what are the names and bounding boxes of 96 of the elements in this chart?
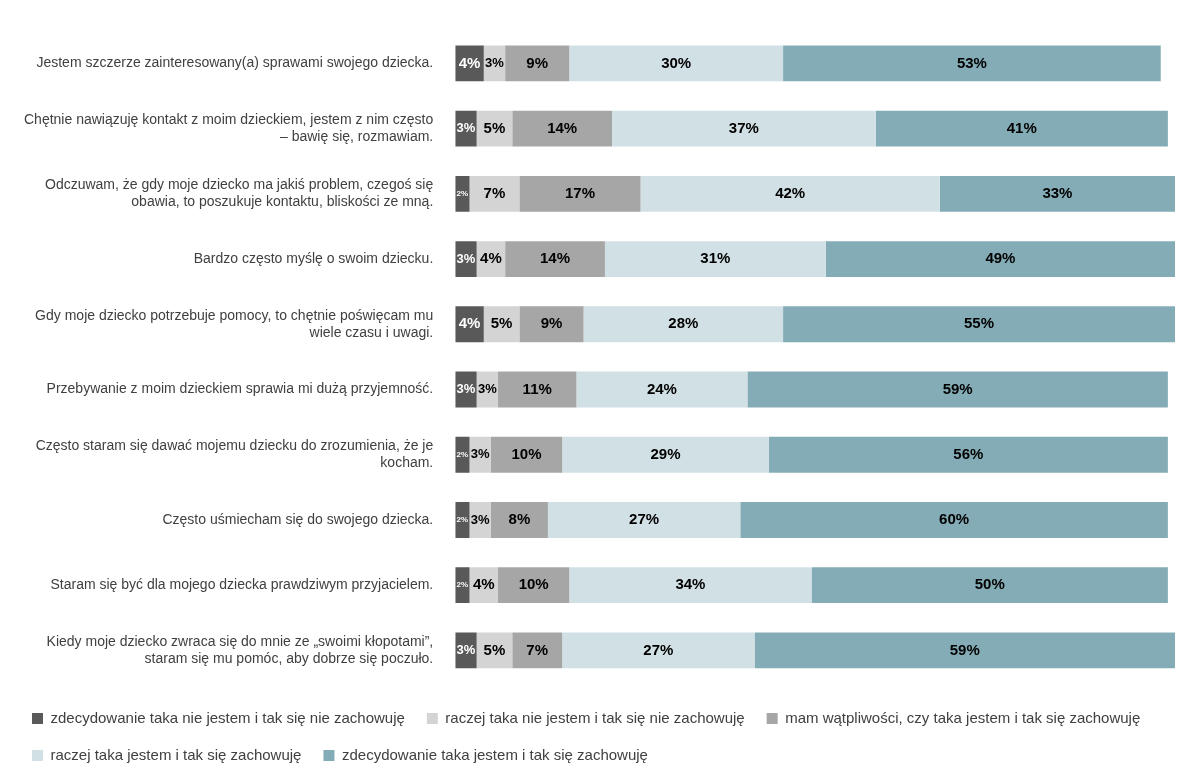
- data-label: 27%: [629, 510, 660, 528]
- bar: [512, 632, 563, 669]
- data-label: 17%: [564, 183, 595, 201]
- bar: [505, 45, 570, 82]
- y-tick-label: Jestem szczerze zainteresowany(a) sprawami swojego dziecka.: [36, 54, 434, 71]
- data-label: 3%: [456, 641, 476, 657]
- data-label: 5%: [483, 640, 506, 658]
- legend-label: zdecydowanie taka jestem i tak się zachowuję: [341, 745, 648, 763]
- data-label: 7%: [483, 183, 506, 201]
- data-label: 10%: [511, 444, 542, 462]
- bar: [490, 502, 548, 538]
- bar: [747, 371, 1168, 408]
- data-label: 50%: [974, 575, 1005, 593]
- bar: [569, 567, 812, 604]
- bar: [490, 436, 563, 473]
- bar: [505, 241, 605, 278]
- bar: [569, 45, 784, 82]
- y-tick-label: Kiedy moje dziecko zwraca się do mnie ze „swoimi kłopotami”, staram się mu pomóc, aby dobrze się poczuło.: [46, 632, 434, 666]
- y-tick-label: Przebywanie z moim dzieckiem sprawia mi dużą przyjemność.: [46, 380, 434, 397]
- y-tick-label: Staram się być dla mojego dziecka prawdziwym przyjacielem.: [50, 576, 434, 593]
- data-label: 7%: [526, 640, 549, 658]
- bar: [740, 502, 1168, 538]
- data-label: 8%: [508, 510, 531, 528]
- bar: [875, 110, 1168, 147]
- y-tick-label: Bardzo często myślę o swoim dziecku.: [193, 249, 434, 266]
- data-label: 14%: [547, 118, 578, 136]
- data-label: 60%: [939, 510, 970, 528]
- data-label: 2%: [456, 189, 469, 199]
- y-tick-label: Często staram się dawać mojemu dziecku do zrozumienia, że je kocham.: [35, 437, 434, 470]
- data-label: 28%: [668, 314, 699, 332]
- data-label: 4%: [472, 575, 495, 593]
- data-label: 3%: [456, 120, 476, 136]
- data-label: 4%: [458, 314, 481, 332]
- legend-label: mam wątpliwości, czy taka jestem i tak się zachowuję: [785, 708, 1141, 726]
- bar: [604, 241, 826, 278]
- data-label: 10%: [518, 575, 549, 593]
- bar: [939, 175, 1175, 212]
- bar: [519, 306, 584, 343]
- data-label: 56%: [953, 444, 984, 462]
- data-label: 9%: [526, 53, 549, 71]
- bar: [783, 45, 1161, 82]
- data-label: 2%: [456, 515, 469, 525]
- y-tick-label: Często uśmiecham się do swojego dziecka.: [162, 510, 434, 527]
- data-label: 3%: [485, 54, 505, 70]
- data-label: 3%: [456, 381, 476, 397]
- data-label: 55%: [964, 314, 995, 332]
- data-label: 31%: [700, 249, 731, 267]
- bar: [576, 371, 748, 408]
- data-label: 5%: [490, 314, 513, 332]
- data-label: 14%: [540, 249, 571, 267]
- data-label: 34%: [675, 575, 706, 593]
- data-label: 3%: [470, 511, 491, 527]
- legend-label: raczej taka jestem i tak się zachowuję: [50, 745, 302, 763]
- bar: [811, 567, 1168, 604]
- data-label: 11%: [522, 379, 552, 397]
- bar: [562, 632, 755, 669]
- bar: [562, 436, 769, 473]
- bar: [783, 306, 1175, 343]
- data-label: 24%: [646, 379, 677, 397]
- bar: [640, 175, 940, 212]
- data-label: 30%: [661, 53, 692, 71]
- legend-label: zdecydowanie taka nie jestem i tak się nie zachowuję: [50, 708, 405, 726]
- data-label: 41%: [1006, 118, 1037, 136]
- data-label: 5%: [483, 118, 506, 136]
- data-label: 27%: [643, 640, 674, 658]
- data-label: 3%: [477, 381, 498, 397]
- data-label: 3%: [456, 250, 476, 266]
- y-tick-label: Chętnie nawiązuję kontakt z moim dzieckiem, jestem z nim często – bawię się, rozmawiam.: [23, 111, 434, 144]
- y-tick-label: Gdy moje dziecko potrzebuje pomocy, to chętnie poświęcam mu wiele czasu i uwagi.: [35, 306, 434, 340]
- data-label: 4%: [480, 249, 502, 267]
- y-tick-label: Odczuwam, że gdy moje dziecko ma jakiś problem, czegoś się obawia, to poszukuje kontaktu, bliskości ze mną.: [44, 176, 434, 210]
- data-label: 2%: [456, 580, 469, 590]
- bar: [498, 567, 570, 604]
- data-label: 29%: [650, 444, 681, 462]
- data-label: 33%: [1042, 183, 1073, 201]
- data-label: 9%: [540, 314, 563, 332]
- bar: [498, 371, 577, 408]
- bar: [583, 306, 784, 343]
- bar: [612, 110, 876, 147]
- bar: [768, 436, 1168, 473]
- data-label: 42%: [775, 183, 806, 201]
- data-label: 4%: [458, 53, 481, 71]
- data-label: 37%: [728, 118, 759, 136]
- bar: [512, 110, 613, 147]
- data-label: 59%: [942, 379, 973, 397]
- data-label: 49%: [985, 249, 1016, 267]
- bar: [469, 175, 520, 212]
- bar: [547, 502, 741, 538]
- bar: [754, 632, 1175, 669]
- data-label: 3%: [470, 446, 491, 462]
- legend-label: raczej taka nie jestem i tak się nie zachowuję: [445, 708, 745, 726]
- bar: [519, 175, 641, 212]
- data-label: 59%: [949, 640, 980, 658]
- data-label: 2%: [456, 449, 469, 459]
- bar: [825, 241, 1175, 278]
- data-label: 53%: [956, 53, 987, 71]
